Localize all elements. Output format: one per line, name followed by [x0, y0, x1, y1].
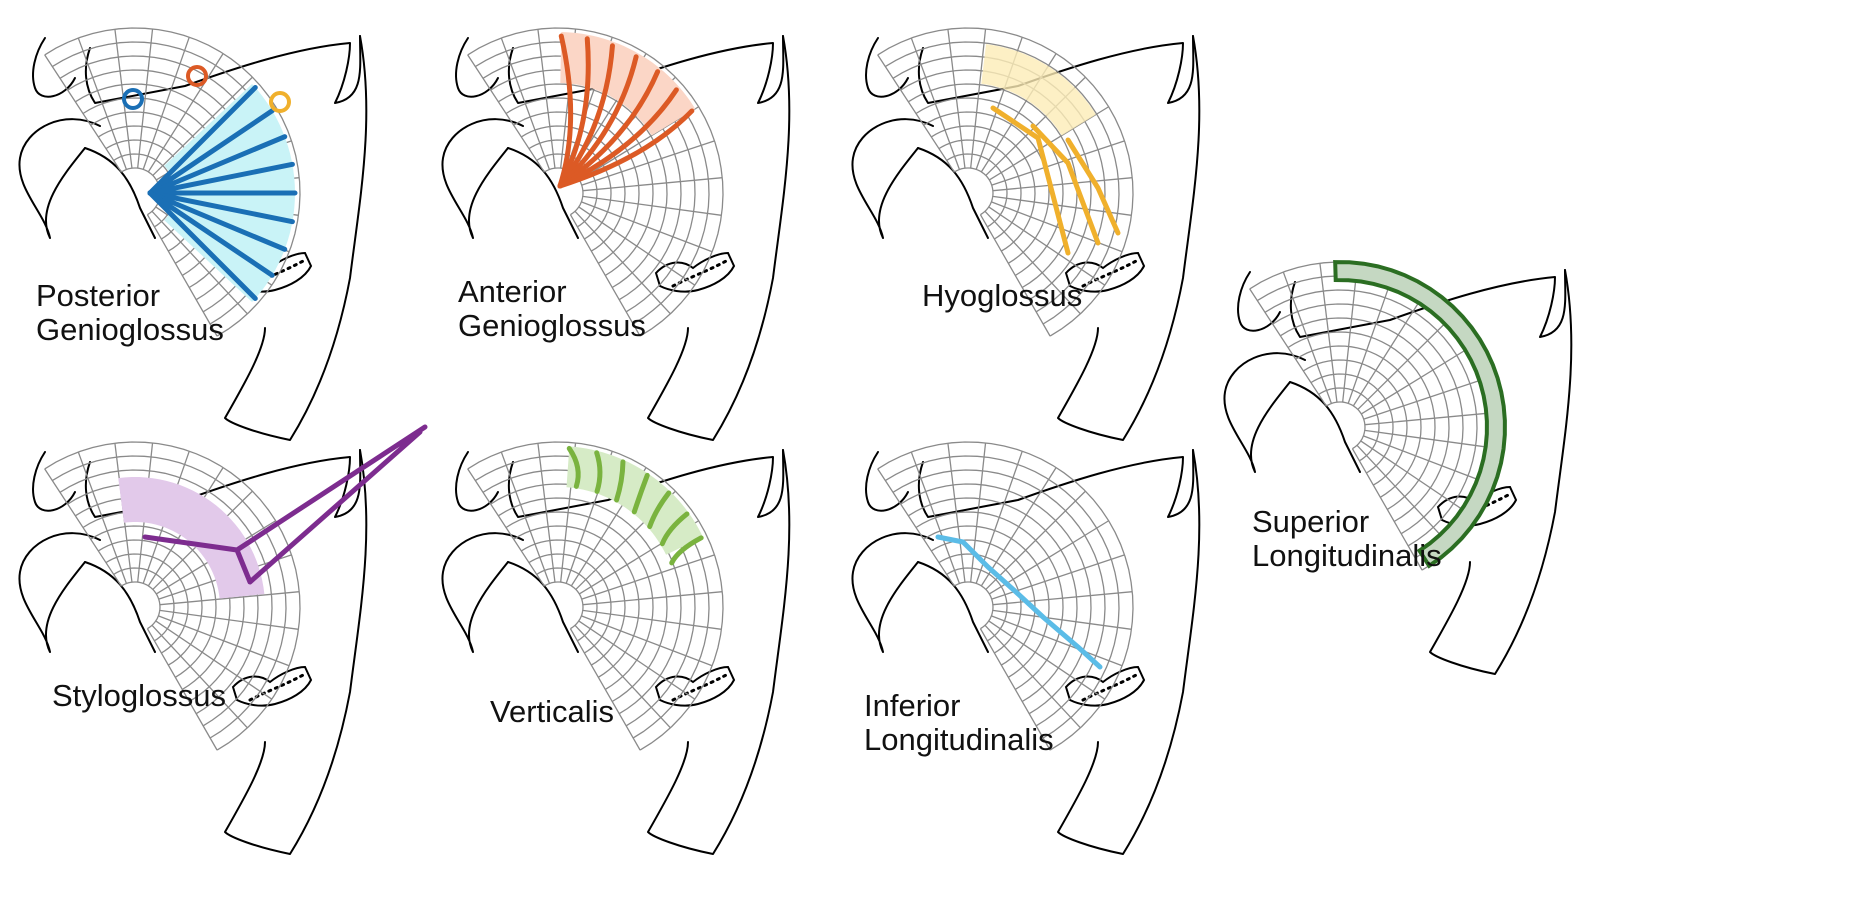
muscle-region [566, 446, 703, 555]
panel-styloglossus [17, 424, 428, 856]
muscle-fiber [990, 105, 1071, 256]
muscle-fiber [557, 108, 695, 189]
panel-label: Anterior Genioglossus [458, 274, 646, 343]
muscle-fiber [147, 190, 288, 252]
muscle-fiber [594, 450, 603, 494]
panel-anterior-genioglossus [440, 27, 791, 442]
muscle-region [981, 44, 1096, 136]
muscle-fiber [557, 87, 679, 189]
muscle-fiber [147, 190, 275, 278]
muscle-fiber [142, 424, 428, 585]
tongue-mesh [877, 441, 1134, 751]
muscle-fiber [147, 190, 258, 302]
muscle-region [118, 477, 265, 599]
muscle-fiber [147, 108, 275, 196]
panel-label: Posterior Genioglossus [36, 278, 224, 347]
panel-label: Hyoglossus [922, 278, 1082, 313]
muscle-fiber [147, 134, 288, 196]
muscle-fiber [614, 459, 626, 503]
muscle-fiber [557, 36, 591, 189]
attachment-marker [269, 91, 291, 113]
panel-label: Superior Longitudinalis [1252, 504, 1442, 573]
muscle-fiber [1030, 123, 1101, 246]
panel-hyoglossus [850, 27, 1201, 442]
muscle-fiber [557, 33, 574, 189]
panel-verticalis [440, 441, 791, 856]
muscle-fiber [147, 84, 258, 196]
attachment-marker [186, 65, 208, 87]
muscle-fiber [557, 69, 661, 189]
panel-posterior-genioglossus [17, 27, 368, 442]
muscle-fiber [935, 534, 1103, 670]
muscle-fiber [647, 490, 672, 530]
muscle-fiber [147, 190, 295, 225]
muscle-fiber [557, 54, 639, 189]
panel-label: Styloglossus [52, 678, 226, 713]
panel-inferior-longitudinalis [850, 441, 1201, 856]
muscle-fiber [631, 472, 650, 515]
muscle-region [1333, 260, 1507, 569]
muscle-fiber [1065, 137, 1121, 236]
attachment-marker [122, 88, 144, 110]
muscle-fiber [669, 535, 704, 566]
panel-label: Verticalis [490, 694, 614, 729]
panel-superior-longitudinalis [1222, 260, 1573, 676]
muscle-fiber [557, 43, 615, 189]
muscle-fiber [147, 161, 295, 196]
muscle-fiber [659, 511, 690, 547]
panel-label: Inferior Longitudinalis [864, 688, 1054, 757]
muscle-fiber [566, 445, 581, 489]
